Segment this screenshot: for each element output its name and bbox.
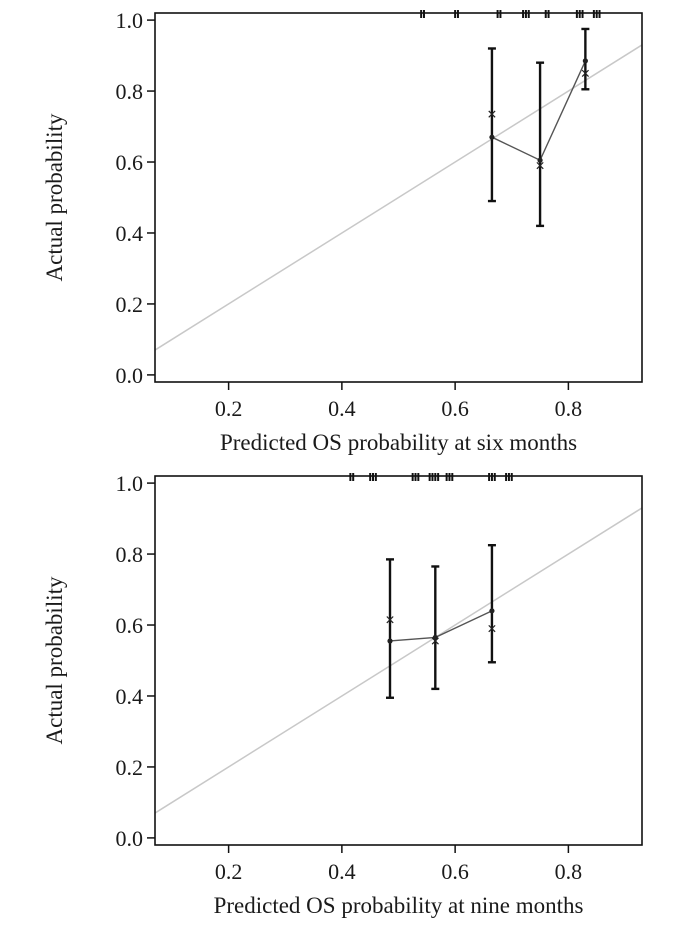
bias-corrected-marker-0 [488, 110, 496, 118]
y-axis-label: Actual probability [42, 576, 67, 744]
y-tick-label-3: 0.6 [116, 613, 144, 638]
y-tick-label-2: 0.4 [116, 684, 144, 709]
y-tick-label-3: 0.6 [116, 150, 144, 175]
y-tick-label-2: 0.4 [116, 221, 144, 246]
calibration-line [389, 610, 493, 642]
bias-corrected-marker-1 [536, 161, 544, 170]
x-tick-label-1: 0.4 [328, 396, 356, 421]
x-axis-label: Predicted OS probability at six months [220, 430, 577, 455]
x-tick-label-2: 0.6 [441, 396, 469, 421]
plot-frame [154, 475, 643, 846]
calibration-line [491, 60, 587, 162]
y-tick-label-4: 0.8 [116, 79, 144, 104]
observed-point-2 [489, 608, 495, 614]
observed-point-0 [387, 638, 393, 644]
x-tick-label-3: 0.8 [555, 859, 583, 884]
y-tick-label-5: 1.0 [116, 8, 144, 33]
x-tick-label-0: 0.2 [215, 859, 243, 884]
ideal-reference-line [154, 44, 643, 351]
plot-frame [154, 12, 643, 383]
x-tick-label-0: 0.2 [215, 396, 243, 421]
observed-point-0 [489, 134, 495, 140]
y-tick-label-5: 1.0 [116, 471, 144, 496]
bias-corrected-marker-2 [581, 69, 589, 77]
y-tick-label-0: 0.0 [116, 826, 144, 851]
x-axis-label: Predicted OS probability at nine months [214, 893, 584, 918]
calibration-chart-nine-months: 0.0 0.2 0.4 0.6 0.8 1.0 0.2 0.4 0.6 0.8 Predicted … [42, 471, 643, 918]
observed-point-2 [582, 58, 588, 64]
bias-corrected-marker-1 [431, 637, 439, 645]
y-tick-label-4: 0.8 [116, 542, 144, 567]
y-tick-label-0: 0.0 [116, 363, 144, 388]
y-tick-label-1: 0.2 [116, 755, 144, 780]
x-tick-label-3: 0.8 [555, 396, 583, 421]
bias-corrected-marker-0 [386, 616, 394, 624]
observed-point-1 [432, 634, 438, 641]
y-axis-label: Actual probability [42, 113, 67, 281]
bias-corrected-marker-2 [488, 624, 496, 633]
x-tick-label-1: 0.4 [328, 859, 356, 884]
ideal-reference-line [154, 507, 643, 814]
calibration-chart-six-months: 0.0 0.2 0.4 0.6 0.8 1.0 0.2 0.4 0.6 0.8 Predicted … [42, 8, 643, 455]
x-tick-label-2: 0.6 [441, 859, 469, 884]
y-tick-label-1: 0.2 [116, 292, 144, 317]
observed-point-1 [537, 157, 543, 163]
